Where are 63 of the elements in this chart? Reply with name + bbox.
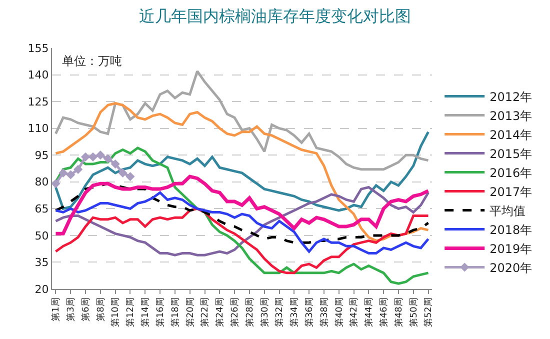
x-tick-label: 第34周 [289,298,300,328]
line-series [54,174,430,236]
point [74,164,83,174]
x-tick-label: 第48周 [393,298,404,328]
y-tick-label: 65 [34,202,49,216]
line-series [54,70,430,171]
x-tick-label: 第18周 [170,298,181,328]
x-tick-label: 第50周 [408,298,420,328]
x-tick-label: 第26周 [229,298,240,328]
legend-label: 2016年 [490,166,532,180]
x-tick-label: 第6周 [80,298,92,322]
y-tick-label: 140 [28,68,49,82]
x-tick-label: 第10周 [110,298,122,328]
y-tick-label: 125 [28,95,49,108]
x-tick-label: 第38周 [318,298,330,328]
legend-label: 2019年 [490,242,532,256]
y-tick-label: 50 [34,229,49,242]
chart-title: 近几年国内棕榈油库存年度变化对比图 [139,6,411,26]
legend-label: 2017年 [490,184,532,199]
x-tick-label: 第12周 [125,298,136,328]
x-tick-label: 第40周 [334,298,345,328]
x-tick-label: 第46周 [378,298,390,328]
x-tick-label: 第36周 [304,298,315,328]
x-tick-label: 第16周 [154,298,166,328]
x-tick-label: 第44周 [364,298,375,328]
point [51,179,60,188]
y-tick-label: 35 [34,256,49,270]
point [66,170,76,180]
x-tick-label: 第22周 [200,298,211,328]
x-tick-label: 第28周 [244,298,256,328]
point [80,152,90,162]
x-tick-label: 第20周 [184,298,196,328]
point [58,168,68,178]
point [88,152,98,162]
line-series [54,102,430,242]
x-tick-label: 第8周 [95,298,106,322]
point [118,168,128,178]
x-tick-label: 第14周 [140,298,152,328]
legend-label: 2014年 [490,128,532,142]
x-tick-label: 第24周 [214,298,226,328]
legend-label: 2015年 [490,146,532,161]
y-tick-label: 80 [34,176,49,189]
y-tick-label: 20 [34,282,49,296]
y-tick-label: 110 [28,122,49,136]
legend-label: 2020年 [490,260,532,275]
point [110,159,120,169]
x-tick-label: 第30周 [259,298,270,328]
x-tick-label: 第52周 [423,298,434,328]
line-series [54,207,430,274]
point [96,150,105,160]
x-tick-label: 第42周 [348,298,360,328]
legend-label: 2012年 [490,90,532,104]
x-tick-label: 第32周 [274,298,286,328]
point [103,154,112,164]
legend-label: 2013年 [490,108,532,123]
point [126,172,135,182]
legend-label: 2018年 [490,222,532,237]
annotation: 单位：万吨 [62,54,122,68]
y-tick-label: 155 [28,42,49,55]
y-tick-label: 95 [34,148,49,162]
x-tick-label: 第3周 [66,298,77,322]
x-tick-label: 第1周 [50,298,62,322]
legend-label: 平均值 [490,204,526,218]
